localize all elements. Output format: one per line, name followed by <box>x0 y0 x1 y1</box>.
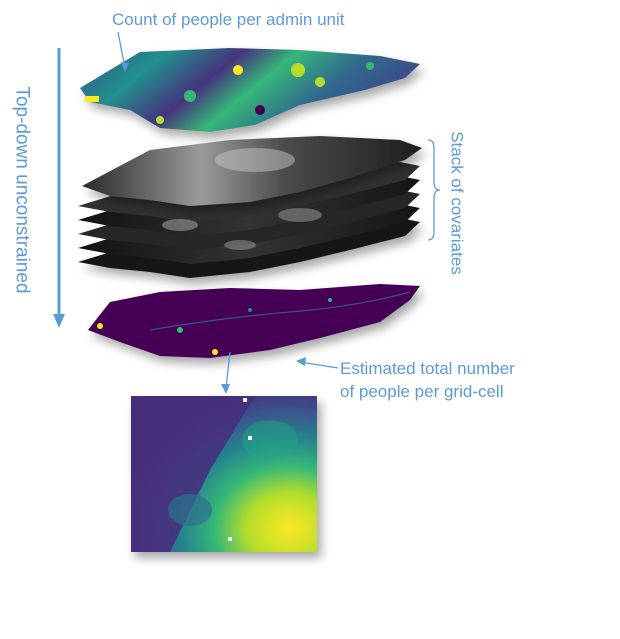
direction-arrow <box>53 48 65 328</box>
estimated-population-label-line2: of people per grid-cell <box>340 382 504 401</box>
covariate-stack <box>78 136 422 278</box>
inset-pointer <box>221 351 231 394</box>
top-label-pointer <box>117 31 129 72</box>
grid-cell-zoom-inset <box>131 396 317 552</box>
estimated-population-label-line1: Estimated total number <box>340 359 515 378</box>
bottom-label-pointer <box>296 357 339 369</box>
admin-count-layer <box>80 48 420 132</box>
admin-count-label: Count of people per admin unit <box>112 10 345 29</box>
direction-label: Top-down unconstrained <box>11 86 33 294</box>
covariates-bracket <box>427 139 441 241</box>
estimated-population-layer <box>88 284 420 358</box>
covariates-label: Stack of covariates <box>447 131 467 275</box>
estimated-population-label: Estimated total number of people per gri… <box>340 357 515 403</box>
